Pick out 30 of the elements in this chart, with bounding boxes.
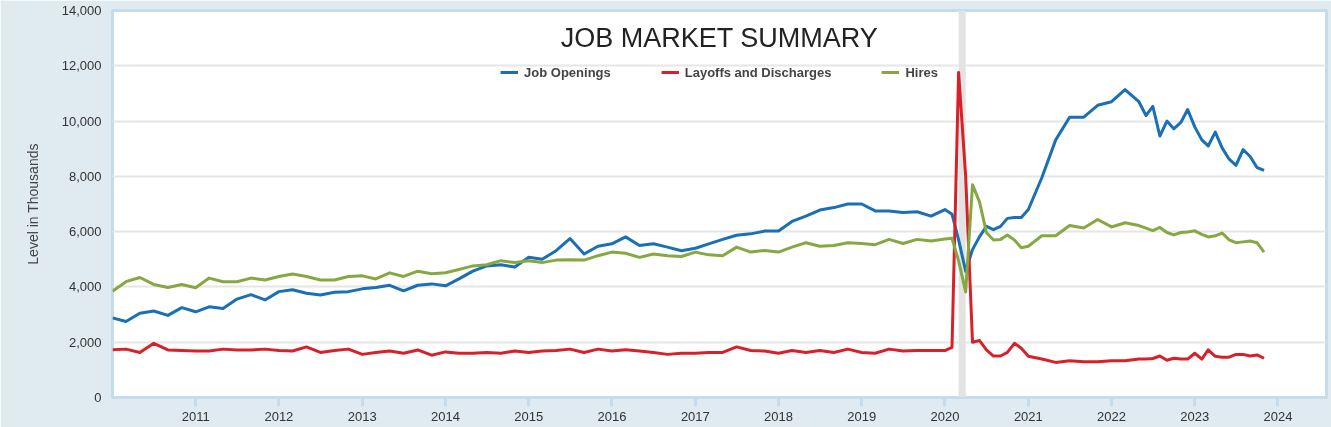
x-tick-label: 2017 bbox=[680, 408, 710, 424]
x-tick-label: 2022 bbox=[1097, 408, 1127, 424]
x-tick-label: 2011 bbox=[181, 408, 210, 424]
x-tick-label: 2021 bbox=[1013, 408, 1043, 424]
x-tick-label: 2016 bbox=[597, 408, 627, 424]
x-tick-label: 2024 bbox=[1263, 408, 1293, 424]
line-series bbox=[112, 70, 1266, 364]
y-tick-label: 0 bbox=[94, 390, 102, 405]
x-tick-label: 2020 bbox=[930, 408, 960, 424]
y-axis-title: Level in Thousands bbox=[24, 143, 41, 265]
line-series bbox=[112, 183, 1266, 294]
x-tick-label: 2012 bbox=[264, 408, 294, 424]
legend-label: Hires bbox=[905, 64, 938, 80]
y-tick-label: 8,000 bbox=[68, 168, 102, 184]
line-series bbox=[112, 88, 1266, 323]
legend-label: Job Openings bbox=[524, 64, 611, 80]
x-tick-label: 2018 bbox=[764, 408, 793, 424]
legend-label: Layoffs and Discharges bbox=[684, 64, 832, 80]
y-tick-label: 12,000 bbox=[61, 58, 102, 74]
chart-title: JOB MARKET SUMMARY bbox=[560, 22, 878, 53]
y-tick-label: 2,000 bbox=[68, 334, 102, 350]
y-tick-label: 4,000 bbox=[68, 279, 102, 295]
x-tick-label: 2019 bbox=[847, 408, 877, 424]
x-tick-label: 2023 bbox=[1180, 408, 1210, 424]
x-tick-label: 2014 bbox=[431, 408, 460, 424]
y-tick-label: 6,000 bbox=[68, 224, 102, 240]
x-tick-label: 2013 bbox=[347, 408, 377, 424]
y-tick-label: 10,000 bbox=[61, 113, 102, 129]
x-tick-label: 2015 bbox=[514, 408, 544, 424]
y-tick-label: 14,000 bbox=[61, 3, 102, 18]
